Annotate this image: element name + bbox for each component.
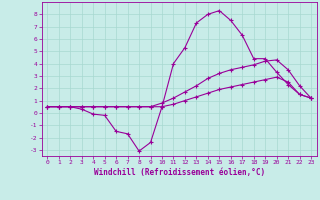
X-axis label: Windchill (Refroidissement éolien,°C): Windchill (Refroidissement éolien,°C) [94,168,265,177]
